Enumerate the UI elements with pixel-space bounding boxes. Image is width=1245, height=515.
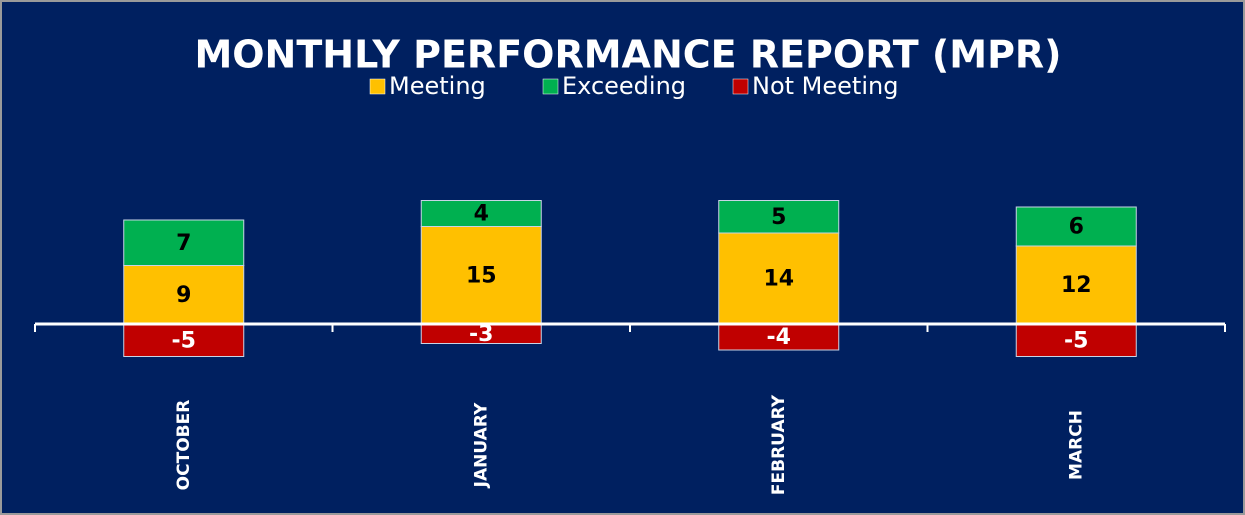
- bar-segment: [420, 200, 542, 227]
- data-label: 14: [763, 267, 794, 292]
- data-label: 7: [176, 231, 191, 256]
- legend-swatch: [732, 78, 749, 95]
- data-label: 5: [771, 205, 786, 230]
- data-label: -5: [172, 328, 196, 353]
- bar-segment: [123, 323, 245, 357]
- bar-segment: [718, 200, 840, 234]
- bar-segment: [123, 219, 245, 266]
- x-tick-label: OCTOBER: [174, 400, 194, 491]
- bar-segment: [123, 265, 245, 325]
- x-tick-label: MARCH: [1066, 410, 1086, 480]
- data-label: 9: [176, 283, 191, 308]
- bar-segment: [1015, 206, 1137, 247]
- legend-label: Not Meeting: [752, 72, 898, 100]
- legend-label: Meeting: [389, 72, 486, 100]
- bar-segment: [420, 226, 542, 325]
- legend-swatch: [369, 78, 386, 95]
- bar-segment: [1015, 245, 1137, 325]
- data-label: -3: [469, 322, 493, 347]
- data-label: -4: [767, 325, 791, 350]
- x-tick-label: FEBRUARY: [769, 394, 789, 495]
- data-label: 15: [466, 263, 497, 288]
- legend-label: Exceeding: [562, 72, 686, 100]
- data-label: 12: [1061, 273, 1092, 298]
- data-label: 6: [1069, 215, 1084, 240]
- data-label: 4: [474, 202, 489, 227]
- bar-segment: [718, 232, 840, 325]
- data-label: -5: [1064, 328, 1088, 353]
- legend-swatch: [542, 78, 559, 95]
- chart-title: MONTHLY PERFORMANCE REPORT (MPR): [194, 33, 1061, 77]
- x-tick-label: JANUARY: [471, 402, 491, 488]
